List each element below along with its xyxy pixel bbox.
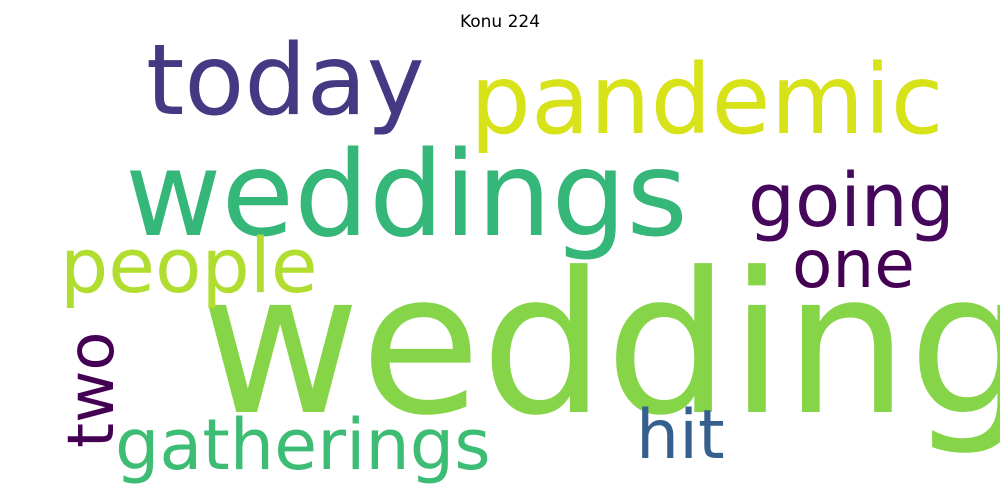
word-going: going bbox=[748, 158, 955, 244]
word-two: two bbox=[55, 331, 129, 448]
word-today: today bbox=[146, 24, 425, 138]
word-one: one bbox=[792, 226, 915, 303]
word-wedding: wedding bbox=[200, 231, 1000, 459]
figure-title: Konu 224 bbox=[459, 12, 541, 32]
word-hit: hit bbox=[636, 396, 725, 475]
word-gatherings: gatherings bbox=[115, 404, 491, 486]
word-weddings: weddings bbox=[125, 125, 688, 263]
word-pandemic: pandemic bbox=[470, 44, 944, 156]
word-people: people bbox=[60, 221, 318, 310]
